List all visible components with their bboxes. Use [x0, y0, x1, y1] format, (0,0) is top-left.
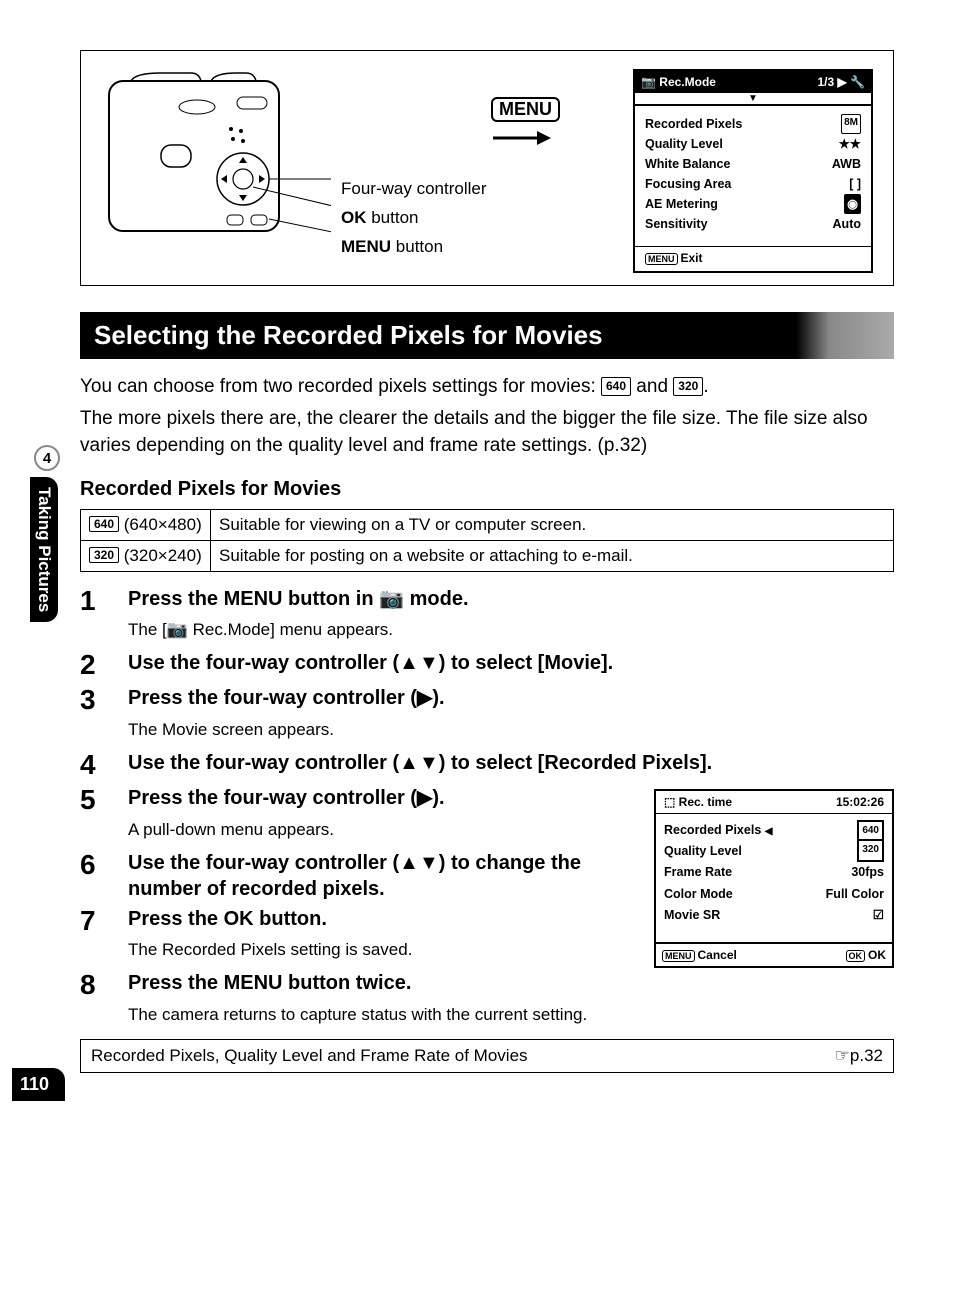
steps-list: 1 Press the MENU button in 📷 mode. The […	[80, 586, 894, 1026]
step-1: 1 Press the MENU button in 📷 mode.	[80, 586, 894, 617]
step-3: 3 Press the four-way controller (▶).	[80, 685, 894, 716]
step-5-sub: A pull-down menu appears.	[128, 820, 644, 840]
step-7: 7 Press the OK button.	[80, 906, 644, 937]
lcd-recmode: 📷 Rec.Mode 1/3 ▶ 🔧 ▼ Recorded Pixels8M Q…	[633, 69, 873, 273]
table-row: 640 (640×480) Suitable for viewing on a …	[81, 509, 894, 540]
lcd-body: Recorded Pixels8M Quality Level★★ White …	[635, 104, 871, 240]
step-4: 4 Use the four-way controller (▲▼) to se…	[80, 750, 894, 781]
arrow-icon	[491, 128, 553, 148]
figure-box: MENU Four-way controller OK button MENU …	[80, 50, 894, 286]
lcd-footer: MENUExit	[635, 246, 871, 271]
step-2: 2 Use the four-way controller (▲▼) to se…	[80, 650, 894, 681]
chapter-title: Taking Pictures	[30, 477, 58, 622]
lcd-page: 1/3 ▶ 🔧	[817, 75, 865, 89]
page-number: 110	[12, 1068, 65, 1101]
lcd-movie: ⬚ Rec. time 15:02:26 Recorded Pixels ◀64…	[654, 789, 894, 968]
cross-ref-box: Recorded Pixels, Quality Level and Frame…	[80, 1039, 894, 1073]
lcd-title: 📷 Rec.Mode	[641, 75, 716, 89]
camera-icon: 📷	[379, 588, 404, 610]
intro-paragraph: You can choose from two recorded pixels …	[80, 373, 894, 401]
step-8: 8 Press the MENU button twice.	[80, 970, 894, 1001]
step-5: 5 Press the four-way controller (▶).	[80, 785, 644, 816]
section-heading: Selecting the Recorded Pixels for Movies	[80, 312, 894, 359]
camera-illustration: MENU Four-way controller OK button MENU …	[101, 69, 593, 259]
subheading: Recorded Pixels for Movies	[80, 478, 894, 501]
ok-button-label: OK button	[341, 204, 487, 233]
step-1-sub: The [📷 Rec.Mode] menu appears.	[128, 620, 894, 640]
step-6: 6 Use the four-way controller (▲▼) to ch…	[80, 850, 644, 902]
step-3-sub: The Movie screen appears.	[128, 720, 894, 740]
four-way-label: Four-way controller	[341, 175, 487, 204]
table-row: 320 (320×240) Suitable for posting on a …	[81, 540, 894, 571]
cross-ref-text: Recorded Pixels, Quality Level and Frame…	[91, 1046, 528, 1066]
step-7-sub: The Recorded Pixels setting is saved.	[128, 940, 644, 960]
chapter-number: 4	[34, 445, 60, 471]
camera-svg	[101, 69, 331, 259]
callout-labels: Four-way controller OK button MENU butto…	[341, 175, 487, 262]
page: 4 Taking Pictures 110	[0, 0, 954, 1113]
cross-ref-page: ☞p.32	[835, 1046, 883, 1066]
step-8-sub: The camera returns to capture status wit…	[128, 1005, 894, 1025]
intro-paragraph-2: The more pixels there are, the clearer t…	[80, 405, 894, 460]
menu-button-label: MENU button	[341, 233, 487, 262]
menu-badge: MENU	[491, 97, 560, 122]
chapter-tab: 4 Taking Pictures	[30, 445, 64, 622]
pixels-table: 640 (640×480) Suitable for viewing on a …	[80, 509, 894, 572]
lcd-header: 📷 Rec.Mode 1/3 ▶ 🔧	[635, 71, 871, 93]
camera-icon: 📷	[167, 620, 188, 639]
